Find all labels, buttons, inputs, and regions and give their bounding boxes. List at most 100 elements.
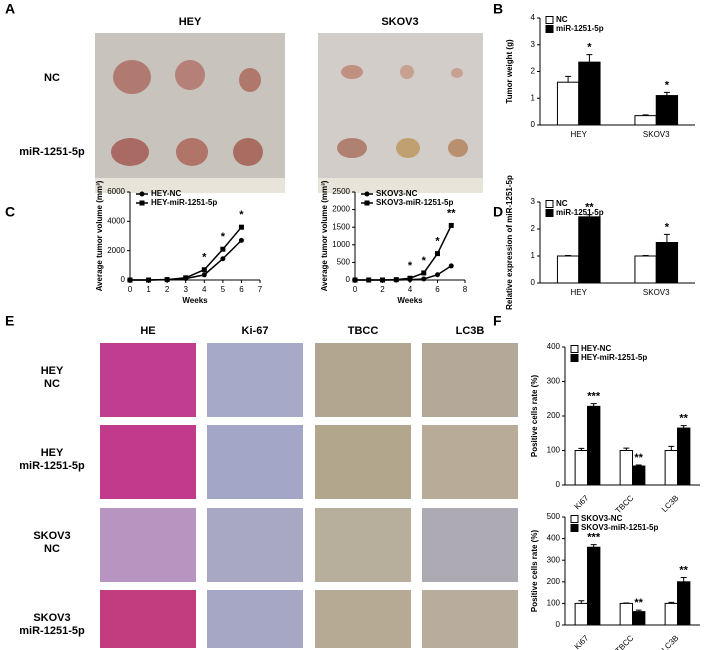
x-tick-label: LC3B xyxy=(660,494,681,515)
legend-label: SKOV3-NC xyxy=(581,514,623,523)
y-axis-label: Positive cells rate (%) xyxy=(530,530,539,613)
row-label: HEY xyxy=(41,447,64,459)
ruler xyxy=(318,178,483,193)
tumor xyxy=(176,138,208,166)
histology-image xyxy=(207,508,303,582)
y-axis-label: Average tumor volume (mm³) xyxy=(320,180,329,291)
error-bar xyxy=(635,609,642,612)
marker xyxy=(448,222,454,228)
legend-label: miR-1251-5p xyxy=(556,208,604,217)
marker xyxy=(127,277,133,283)
bar xyxy=(655,95,679,126)
x-tick-label: 4 xyxy=(202,285,207,294)
histology-image xyxy=(207,343,303,417)
marker xyxy=(183,275,189,281)
significance-label: ** xyxy=(679,564,688,576)
significance-label: * xyxy=(587,42,592,54)
legend-marker xyxy=(139,191,145,197)
row-label: miR-1251-5p xyxy=(19,625,85,637)
bar xyxy=(632,611,646,626)
x-tick-label: 6 xyxy=(239,285,244,294)
y-tick-label: 500 xyxy=(547,512,561,521)
histology-image xyxy=(100,343,196,417)
x-tick-label: SKOV3 xyxy=(643,130,670,139)
legend-label: SKOV3-NC xyxy=(376,189,418,198)
x-tick-label: 6 xyxy=(435,285,440,294)
marker xyxy=(220,246,226,252)
y-tick-label: 4 xyxy=(531,13,536,22)
x-tick-label: 0 xyxy=(353,285,358,294)
error-bar xyxy=(668,601,675,604)
marker xyxy=(435,272,440,278)
panel-letter: F xyxy=(493,313,502,329)
row-label: NC xyxy=(44,72,60,84)
column-label: HEY xyxy=(179,16,202,28)
histology-image xyxy=(315,425,411,499)
legend-label: miR-1251-5p xyxy=(556,24,604,33)
bar xyxy=(587,405,601,486)
row-label: HEY xyxy=(41,365,64,377)
significance-label: ** xyxy=(679,413,688,425)
x-tick-label: 8 xyxy=(463,285,468,294)
y-tick-label: 2 xyxy=(531,67,536,76)
bar xyxy=(664,450,678,486)
y-tick-label: 2 xyxy=(531,224,536,233)
y-tick-label: 3 xyxy=(531,40,536,49)
histology-image xyxy=(100,425,196,499)
column-label: TBCC xyxy=(348,325,379,337)
panel-letter: E xyxy=(5,313,14,329)
legend-label: HEY-miR-1251-5p xyxy=(151,198,217,207)
bar xyxy=(677,581,691,626)
tumor xyxy=(400,65,414,79)
marker xyxy=(366,277,372,283)
error-bar xyxy=(590,403,597,407)
significance-label: * xyxy=(435,236,440,248)
significance-label: ** xyxy=(634,452,643,464)
x-axis-label: Weeks xyxy=(182,296,208,305)
error-bar xyxy=(663,233,670,243)
y-tick-label: 1 xyxy=(531,93,536,102)
bar xyxy=(556,255,580,284)
significance-label: *** xyxy=(587,532,601,544)
panel-letter: D xyxy=(493,204,503,220)
legend-swatch xyxy=(545,209,554,217)
histology-images xyxy=(100,343,518,648)
row-label: NC xyxy=(44,543,60,555)
legend-label: NC xyxy=(556,15,568,24)
legend-swatch xyxy=(545,200,554,208)
row-label: NC xyxy=(44,378,60,390)
legend-label: NC xyxy=(556,199,568,208)
y-axis-label: Positive cells rate (%) xyxy=(530,375,539,458)
y-tick-label: 100 xyxy=(547,599,561,608)
y-tick-label: 1 xyxy=(531,251,536,260)
legend-swatch xyxy=(570,524,579,532)
y-tick-label: 0 xyxy=(556,480,561,489)
marker xyxy=(201,267,207,273)
error-bar xyxy=(642,114,649,116)
y-tick-label: 1000 xyxy=(332,240,350,249)
y-tick-label: 500 xyxy=(337,258,351,267)
panel-letter: B xyxy=(493,1,503,17)
error-bar xyxy=(635,464,642,467)
x-tick-label: HEY xyxy=(571,130,588,139)
y-tick-label: 1500 xyxy=(332,222,350,231)
y-tick-label: 200 xyxy=(547,577,561,586)
marker xyxy=(220,256,226,262)
bar xyxy=(619,602,633,626)
y-tick-label: 300 xyxy=(547,377,561,386)
significance-label: * xyxy=(221,231,226,243)
marker xyxy=(146,277,152,283)
row-label: miR-1251-5p xyxy=(19,146,85,158)
significance-label: * xyxy=(408,260,413,272)
x-tick-label: 1 xyxy=(146,285,151,294)
legend-label: HEY-miR-1251-5p xyxy=(581,353,647,362)
x-tick-label: Ki67 xyxy=(573,633,591,650)
histology-image xyxy=(315,343,411,417)
tumor-photos xyxy=(95,33,483,193)
error-bar xyxy=(578,600,585,604)
y-axis-label: Tumor weight (g) xyxy=(505,39,514,104)
tumor xyxy=(175,60,205,90)
y-tick-label: 6000 xyxy=(107,187,125,196)
x-tick-label: LC3B xyxy=(660,634,681,650)
